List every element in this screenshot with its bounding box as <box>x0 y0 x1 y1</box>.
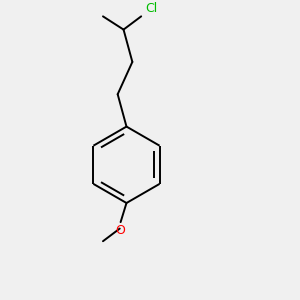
Text: Cl: Cl <box>146 2 158 15</box>
Text: O: O <box>116 224 125 237</box>
